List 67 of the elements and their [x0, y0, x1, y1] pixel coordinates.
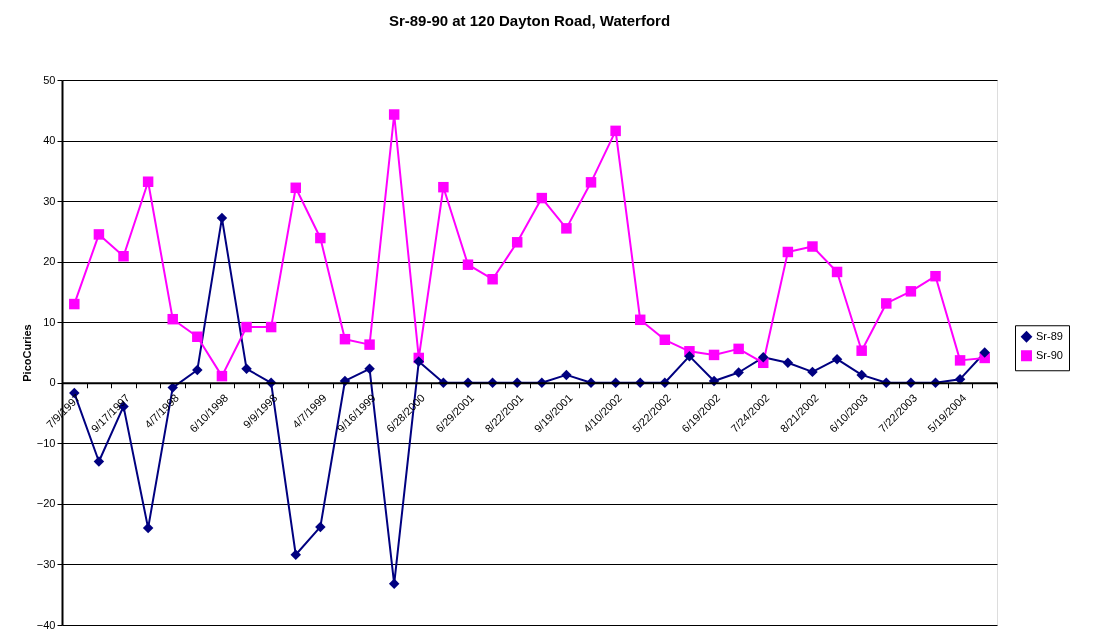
point: [241, 363, 252, 375]
point: [315, 521, 326, 533]
point: [782, 246, 794, 258]
y-tick-label: 20: [43, 255, 56, 268]
point: [807, 366, 818, 378]
point: [881, 298, 892, 309]
point: [708, 349, 720, 361]
y-tick-label: −40: [36, 618, 56, 630]
point: [290, 549, 301, 560]
point: [167, 382, 178, 393]
point: [364, 363, 375, 375]
point: [758, 352, 769, 363]
point: [142, 176, 154, 187]
point: [339, 333, 351, 345]
point: [69, 298, 80, 310]
point: [610, 125, 621, 137]
legend-label: Sr-90: [1036, 348, 1063, 361]
y-tick-label: 40: [43, 134, 56, 147]
y-tick-label: −10: [36, 436, 56, 449]
point: [167, 313, 178, 325]
point: [93, 229, 105, 240]
point: [93, 456, 105, 467]
point: [954, 373, 966, 385]
point: [684, 350, 695, 362]
point: [118, 250, 129, 262]
point: [315, 232, 326, 244]
point: [733, 367, 744, 378]
point: [856, 369, 867, 381]
y-tick-label: 0: [49, 376, 56, 389]
point: [536, 192, 548, 204]
y-axis-title: PicoCuries: [20, 324, 33, 382]
chart-title: Sr-89-90 at 120 Dayton Road, Waterford: [388, 12, 671, 29]
point: [930, 270, 941, 282]
point: [585, 177, 597, 188]
point: [438, 181, 449, 193]
point: [561, 223, 572, 234]
point: [905, 286, 917, 297]
point: [831, 353, 843, 365]
point: [216, 370, 228, 382]
point: [413, 356, 425, 367]
point: [782, 357, 794, 369]
point: [733, 343, 744, 355]
point: [241, 321, 252, 333]
y-tick-label: 30: [43, 194, 56, 207]
point: [807, 241, 818, 252]
point: [979, 347, 990, 358]
point: [856, 345, 867, 356]
y-tick-label: −30: [36, 557, 56, 570]
legend-label: Sr-89: [1036, 329, 1063, 342]
point: [561, 369, 572, 381]
point: [487, 273, 498, 285]
point: [290, 182, 301, 194]
point: [831, 266, 843, 278]
point: [954, 355, 966, 366]
point: [659, 334, 671, 346]
point: [511, 237, 523, 248]
point: [192, 364, 203, 376]
point: [265, 321, 277, 333]
point: [462, 259, 474, 270]
y-tick-label: 10: [43, 315, 56, 328]
y-tick-label: −20: [36, 497, 56, 510]
point: [192, 331, 203, 342]
point: [388, 578, 400, 590]
point: [388, 109, 400, 120]
point: [364, 339, 375, 350]
point: [634, 314, 646, 326]
y-tick-label: 50: [43, 73, 56, 86]
